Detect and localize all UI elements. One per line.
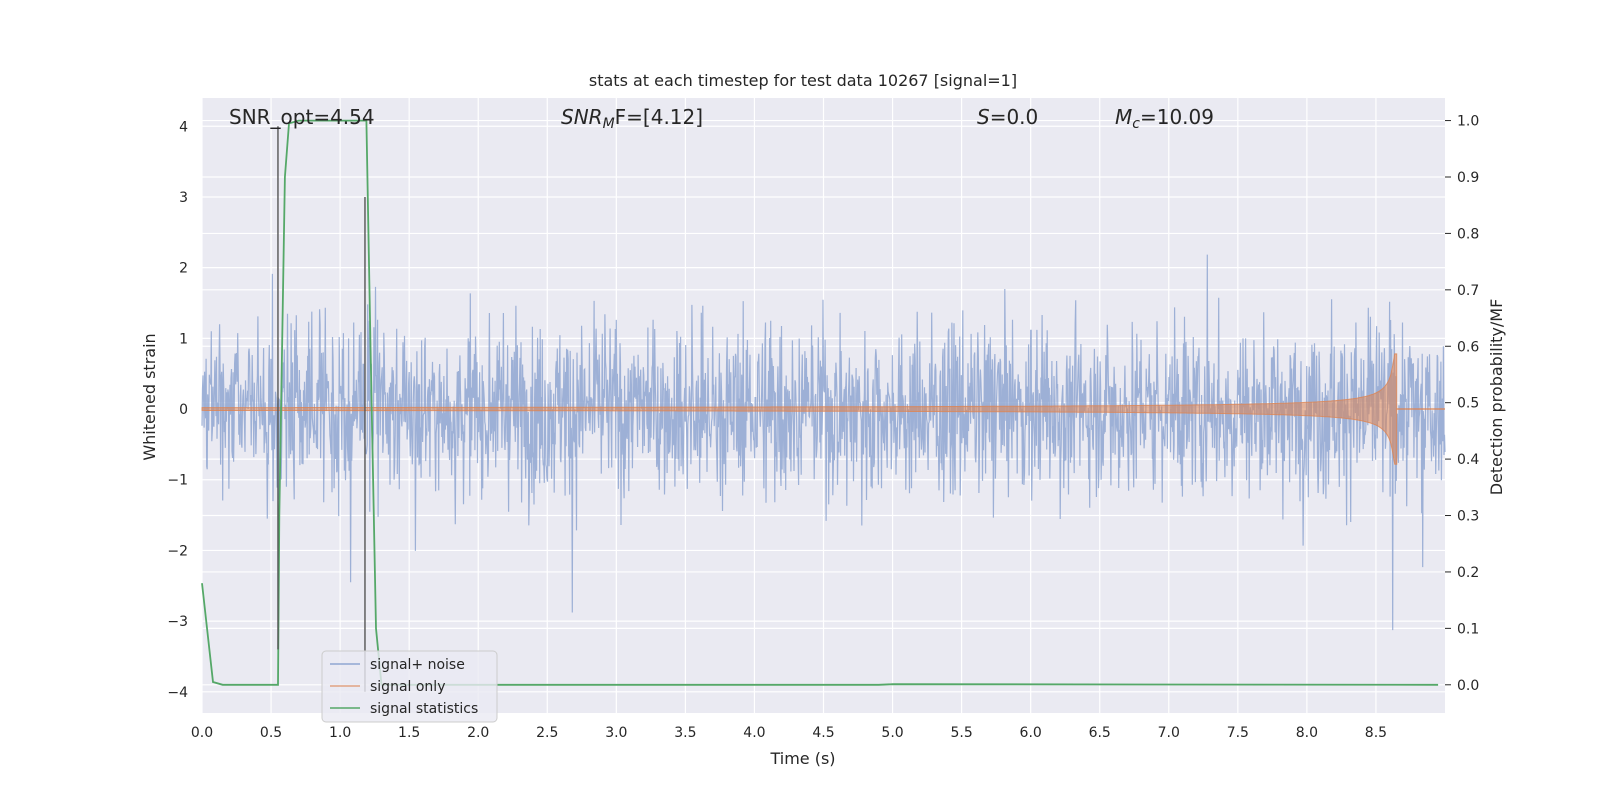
x-tick-label: 6.0 bbox=[1020, 725, 1042, 741]
y-tick-label-left: 0 bbox=[179, 402, 188, 418]
x-axis-label: Time (s) bbox=[769, 749, 835, 768]
y-tick-label-right: 0.1 bbox=[1457, 621, 1479, 637]
y-tick-label-right: 0.9 bbox=[1457, 170, 1479, 186]
chirp-envelope bbox=[201, 353, 1398, 465]
y-tick-label-right: 0.8 bbox=[1457, 226, 1479, 242]
x-tick-label: 6.5 bbox=[1089, 725, 1111, 741]
x-tick-label: 1.0 bbox=[329, 725, 351, 741]
x-tick-label: 0.0 bbox=[191, 725, 213, 741]
annotation-mc-label: M bbox=[1115, 105, 1132, 129]
x-tick-label: 7.5 bbox=[1227, 725, 1249, 741]
marker-lines bbox=[277, 126, 366, 692]
annotation-s-label: S bbox=[977, 105, 990, 129]
chart-title: stats at each timestep for test data 102… bbox=[589, 71, 1017, 90]
noise-trace bbox=[201, 254, 1446, 631]
series-signal-statistics bbox=[201, 119, 1439, 686]
x-tick-label: 0.5 bbox=[260, 725, 282, 741]
y-tick-label-right: 0.6 bbox=[1457, 339, 1479, 355]
y-tick-label-left: 4 bbox=[179, 119, 188, 135]
annotation-snr-mf-label: SNR bbox=[561, 105, 603, 129]
x-tick-label: 8.0 bbox=[1296, 725, 1318, 741]
y-tick-label-left: −3 bbox=[167, 614, 188, 630]
annotation-snr-mf-value: F=[4.12] bbox=[615, 105, 703, 129]
x-tick-label: 4.5 bbox=[812, 725, 834, 741]
x-tick-label: 5.5 bbox=[950, 725, 972, 741]
y-tick-label-right: 0.5 bbox=[1457, 396, 1479, 412]
legend-label-signal-noise: signal+ noise bbox=[370, 657, 465, 673]
x-tick-label: 4.0 bbox=[743, 725, 765, 741]
x-tick-label: 3.5 bbox=[674, 725, 696, 741]
annotation-mc-sub: c bbox=[1132, 116, 1140, 132]
y-tick-label-right: 0.2 bbox=[1457, 565, 1479, 581]
y-tick-label-left: −4 bbox=[167, 685, 188, 701]
x-tick-label: 2.0 bbox=[467, 725, 489, 741]
y-tick-label-right: 0.3 bbox=[1457, 509, 1479, 525]
annotation-snr-mf-sub: M bbox=[603, 116, 615, 132]
annotation-s-value: =0.0 bbox=[990, 105, 1039, 129]
x-tick-label: 3.0 bbox=[605, 725, 627, 741]
annotation-mc: Mc=10.09 bbox=[1115, 105, 1214, 132]
annotation-s: S=0.0 bbox=[977, 105, 1038, 129]
series-signal-noise bbox=[201, 254, 1446, 631]
y-tick-label-left: 1 bbox=[179, 331, 188, 347]
legend-label-signal-only: signal only bbox=[370, 679, 445, 695]
legend: signal+ noise signal only signal statist… bbox=[321, 650, 498, 723]
y-tick-label-left: −2 bbox=[167, 543, 188, 559]
x-tick-label: 5.0 bbox=[881, 725, 903, 741]
y-tick-label-left: 3 bbox=[179, 190, 188, 206]
annotation-snr-opt: SNR_opt=4.54 bbox=[229, 105, 375, 129]
series-signal-only bbox=[201, 353, 1445, 465]
statistics-line bbox=[201, 119, 1439, 686]
y-tick-label-left: 2 bbox=[179, 261, 188, 277]
y-tick-label-right: 0.0 bbox=[1457, 678, 1479, 694]
y-tick-label-right: 0.7 bbox=[1457, 283, 1479, 299]
legend-label-signal-statistics: signal statistics bbox=[370, 701, 478, 717]
x-tick-label: 7.0 bbox=[1158, 725, 1180, 741]
y-axis-label-left: Whitened strain bbox=[140, 333, 159, 460]
grid bbox=[201, 98, 1445, 713]
annotation-snr-mf: SNRMF=[4.12] bbox=[561, 105, 703, 132]
y-tick-label-left: −1 bbox=[167, 473, 188, 489]
x-tick-label: 2.5 bbox=[536, 725, 558, 741]
x-tick-label: 1.5 bbox=[398, 725, 420, 741]
axis-ticks: 0.0 0.5 1.0 1.5 2.0 2.5 3.0 3.5 4.0 4.5 5.0 5.5 6.0 6… bbox=[167, 114, 1479, 741]
y-axis-label-right: Detection probability/MF bbox=[1487, 299, 1506, 496]
y-tick-label-right: 0.4 bbox=[1457, 452, 1479, 468]
y-tick-label-right: 1.0 bbox=[1457, 114, 1479, 130]
legend-box bbox=[321, 650, 498, 723]
x-tick-label: 8.5 bbox=[1365, 725, 1387, 741]
annotation-mc-value: =10.09 bbox=[1140, 105, 1214, 129]
